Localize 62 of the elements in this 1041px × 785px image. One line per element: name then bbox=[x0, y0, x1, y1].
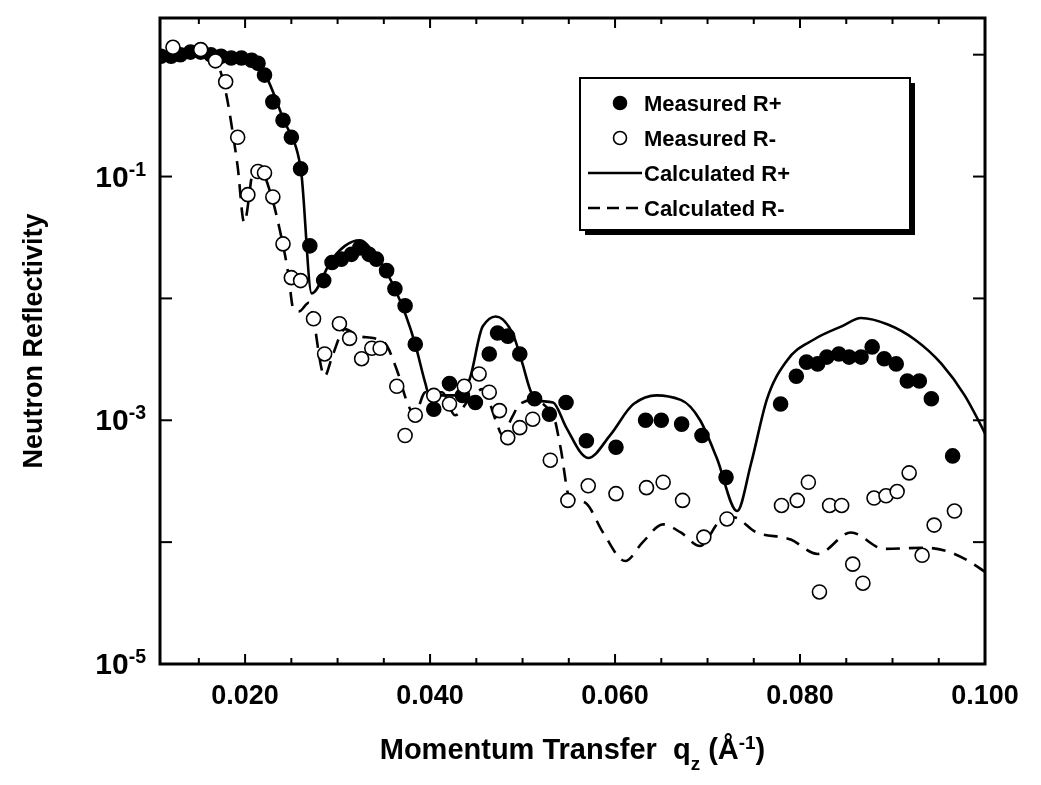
point bbox=[240, 186, 256, 203]
point bbox=[481, 384, 498, 400]
point bbox=[388, 378, 405, 395]
point bbox=[407, 407, 424, 424]
point bbox=[542, 452, 559, 469]
point bbox=[855, 575, 871, 592]
point bbox=[165, 39, 181, 56]
point bbox=[946, 503, 963, 519]
point bbox=[316, 346, 333, 362]
point bbox=[719, 511, 735, 527]
point bbox=[674, 492, 691, 509]
point bbox=[811, 584, 828, 600]
point bbox=[773, 497, 790, 514]
legend-label: Measured R+ bbox=[644, 91, 782, 116]
point bbox=[608, 485, 624, 502]
point bbox=[638, 479, 655, 496]
point bbox=[353, 350, 370, 367]
point bbox=[471, 366, 487, 382]
x-tick-label: 0.020 bbox=[211, 680, 279, 710]
legend-label: Calculated R- bbox=[644, 196, 785, 221]
point bbox=[456, 378, 473, 395]
point bbox=[926, 517, 942, 533]
point bbox=[305, 311, 322, 327]
point bbox=[499, 429, 516, 446]
point bbox=[833, 497, 850, 514]
point bbox=[580, 477, 597, 494]
x-tick-label: 0.040 bbox=[396, 680, 464, 710]
x-tick-label: 0.100 bbox=[951, 680, 1019, 710]
point bbox=[789, 492, 806, 509]
point bbox=[800, 474, 817, 491]
point bbox=[265, 189, 281, 205]
point bbox=[655, 474, 671, 491]
point bbox=[331, 315, 348, 332]
point bbox=[341, 330, 358, 347]
point bbox=[914, 547, 930, 564]
point bbox=[844, 556, 861, 572]
point bbox=[275, 236, 291, 252]
point bbox=[696, 529, 712, 545]
point bbox=[524, 411, 541, 428]
point bbox=[491, 402, 508, 419]
point bbox=[889, 483, 905, 500]
point bbox=[256, 165, 273, 181]
point bbox=[511, 419, 528, 436]
x-axis-title: Momentum Transfer q$_{z}$ (Å$^{-1}$) bbox=[379, 731, 766, 774]
y-axis-title: Neutron Reflectivity bbox=[18, 213, 48, 469]
x-tick-label: 0.080 bbox=[766, 680, 834, 710]
point bbox=[397, 427, 413, 444]
point bbox=[441, 396, 458, 412]
point bbox=[229, 129, 246, 146]
y-tick-label: 10$^{-5}$ bbox=[95, 645, 147, 680]
y-tick-label: 10$^{-1}$ bbox=[95, 157, 147, 193]
point bbox=[425, 387, 442, 404]
legend-label: Calculated R+ bbox=[644, 161, 791, 186]
x-tick-label: 0.060 bbox=[581, 680, 649, 710]
point bbox=[292, 272, 309, 289]
point bbox=[207, 53, 224, 69]
point bbox=[372, 340, 388, 357]
legend-label: Measured R- bbox=[644, 126, 777, 151]
point bbox=[901, 465, 917, 481]
point bbox=[217, 73, 234, 90]
point bbox=[560, 492, 576, 509]
y-tick-label: 10$^{-3}$ bbox=[95, 401, 147, 437]
